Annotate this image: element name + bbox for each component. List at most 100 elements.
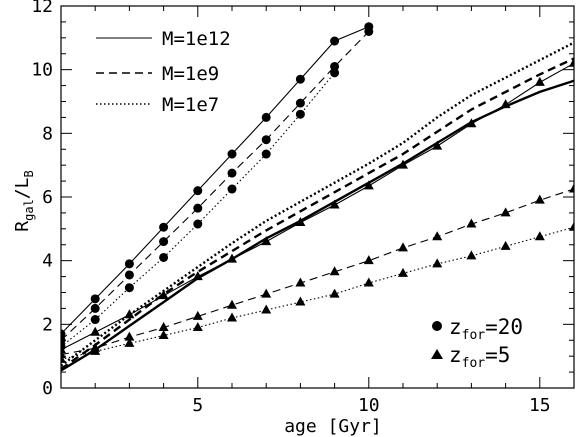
legend-zfor20-tail: =20 [485,315,523,339]
y-axis-label-mid: /L [12,177,33,199]
series-line-zfor20-m1e9 [61,31,370,341]
series-line-zfor20-m1e7 [61,72,336,348]
data-point [363,255,374,265]
data-point [261,135,271,145]
series-line-zfor20-m1e12 [61,26,370,335]
legend-markers: zfor=20 zfor=5 [431,315,523,371]
data-point [534,194,545,204]
y-tick-label: 0 [42,378,53,399]
series-line-zfor5-m1e7 [61,226,574,360]
plot-data [61,22,574,372]
data-point [569,183,574,193]
axes: 5 10 15 0 2 4 6 8 10 12 [31,0,575,416]
x-tick-label: 15 [529,395,551,416]
data-point [398,267,408,277]
series-line-zfor5-m1e12 [61,62,574,351]
data-point [295,98,305,108]
data-point [363,180,374,190]
data-point [261,236,272,246]
data-point [329,199,340,209]
legend-zfor5-tail: =5 [485,343,510,367]
data-point [330,36,340,46]
data-point [124,283,134,293]
data-point [295,277,306,287]
series-line-zfor5-m1e9 [61,188,574,356]
data-point [329,288,340,298]
y-tick-label: 2 [42,314,53,335]
data-point [364,26,374,36]
data-point [261,112,271,122]
legend-triangle-marker [431,349,443,359]
data-point [124,331,135,341]
data-point [124,270,134,280]
data-point [466,250,477,260]
y-axis-label: Rgal/LB [12,170,36,231]
data-point [227,168,237,178]
data-point [159,222,169,232]
legend-label-zfor5: zfor=5 [449,343,510,371]
y-axis-label-sub-gal: gal [22,199,36,221]
data-point [158,329,169,339]
data-point [90,315,100,325]
data-point [466,218,477,228]
data-point [193,203,203,213]
data-point [261,304,272,314]
x-tick-label: 10 [358,395,380,416]
legend-circle-marker [432,321,442,331]
data-point [90,303,100,313]
data-point [261,149,271,159]
legend-label-m1e9: M=1e9 [162,63,219,85]
data-point [500,240,511,250]
data-point [432,231,443,241]
legend-lines: M=1e12 M=1e9 M=1e7 [96,28,231,116]
y-axis-label-sub-b: B [22,170,36,177]
y-axis-label-main: R [12,221,33,232]
data-point [295,296,306,306]
data-point [569,57,574,67]
data-point [227,184,237,194]
series-line-nofor-m1e9 [61,57,574,370]
data-point [363,277,374,287]
data-point [158,322,169,332]
data-point [124,337,135,347]
legend-zfor5-main: z [449,343,462,367]
data-point [90,326,101,336]
data-point [192,322,203,332]
x-tick-label: 5 [192,395,203,416]
data-point [227,299,237,309]
data-point [295,109,305,119]
data-point [61,344,66,354]
data-point [534,76,545,86]
data-point [330,68,340,78]
data-point [330,61,340,71]
y-tick-label: 12 [31,0,53,17]
x-axis-label: age [Gyr] [284,416,382,437]
data-point [534,231,545,241]
y-tick-label: 4 [42,251,53,272]
data-point [159,237,169,247]
data-point [261,288,272,298]
y-tick-label: 6 [42,187,53,208]
data-point [500,207,511,217]
data-point [90,294,100,304]
data-point [193,186,203,196]
legend-label-m1e7: M=1e7 [162,94,219,116]
legend-label-zfor20: zfor=20 [449,315,523,343]
legend-zfor20-sub: for [462,328,486,343]
data-point [227,312,237,322]
plot-area [61,22,574,372]
data-point [295,74,305,84]
data-point [193,219,203,229]
data-point [432,140,443,150]
data-point [227,149,237,159]
data-point [159,252,169,262]
y-tick-label: 10 [31,60,53,81]
legend-zfor5-sub: for [462,356,486,371]
data-point [329,266,340,276]
data-point [398,242,408,252]
y-tick-label: 8 [42,123,53,144]
legend-label-m1e12: M=1e12 [162,28,231,50]
data-point [124,259,134,269]
data-point [192,310,203,320]
